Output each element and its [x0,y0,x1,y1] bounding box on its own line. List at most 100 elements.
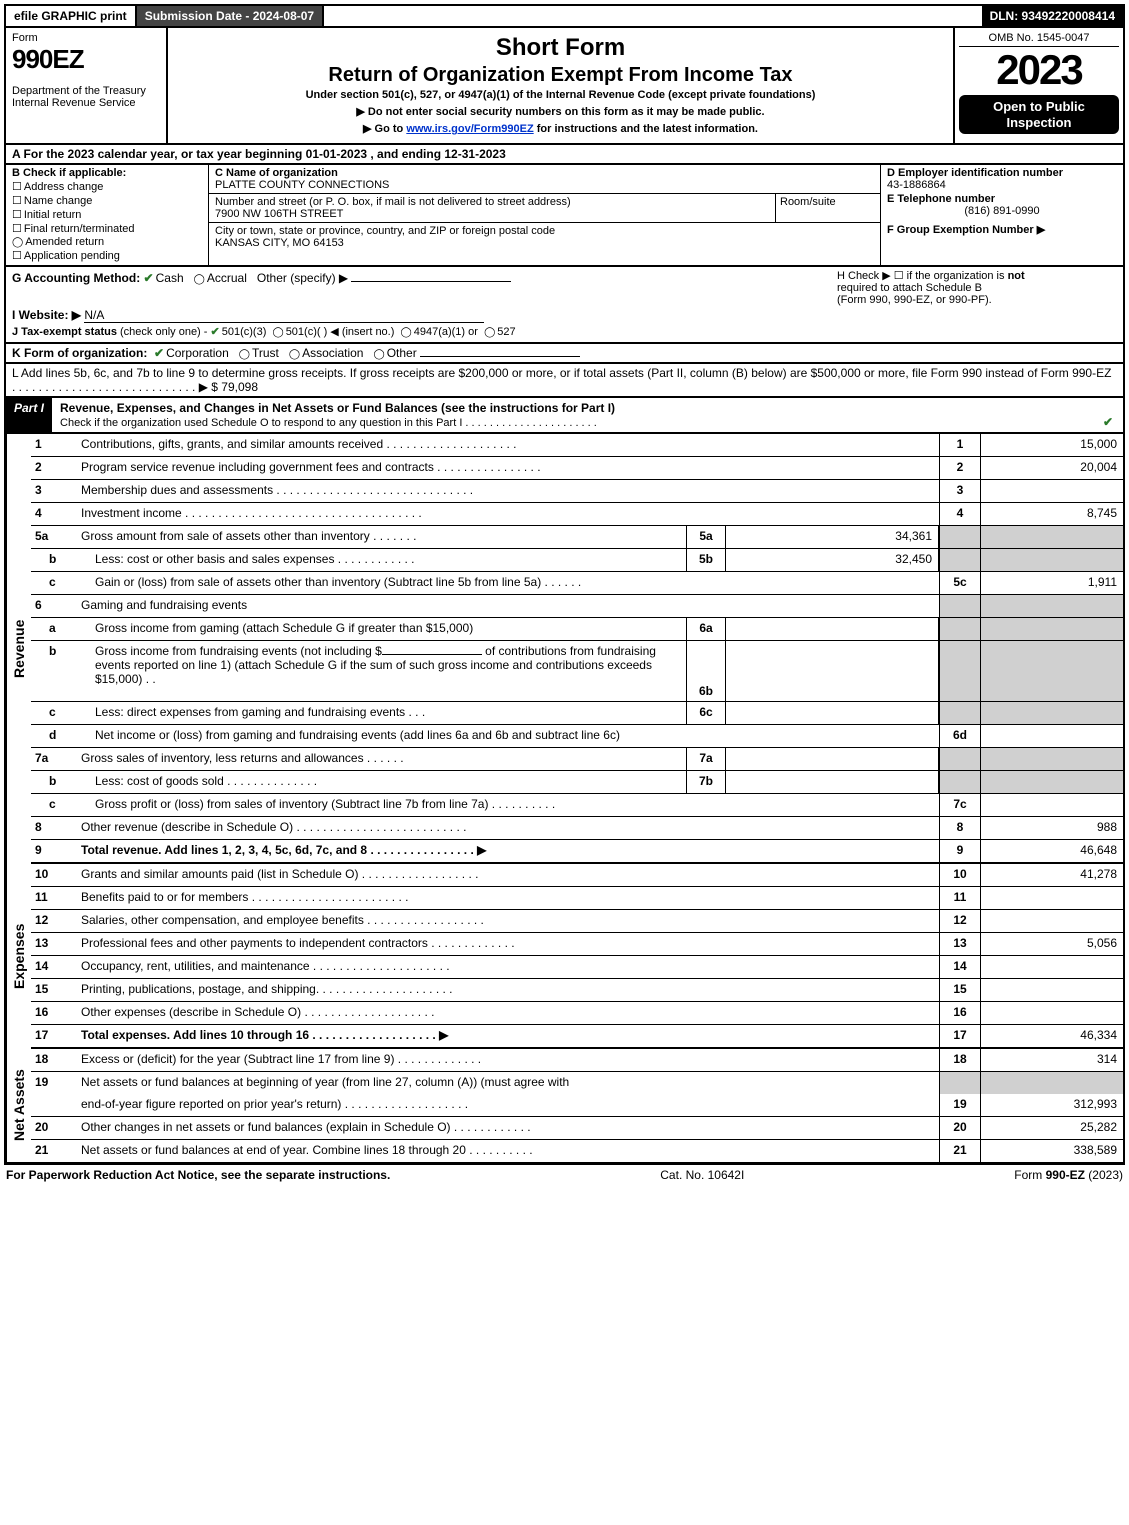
line-k: K Form of organization: Corporation Trus… [4,344,1125,364]
form-header: Form 990EZ Department of the Treasury In… [4,28,1125,145]
city-label: City or town, state or province, country… [215,225,555,237]
chk-address[interactable]: Address change [12,180,202,193]
line-5a: 5aGross amount from sale of assets other… [31,526,1123,549]
checkbox-icon [12,250,24,262]
line-11: 11Benefits paid to or for members . . . … [31,887,1123,910]
footer-right: Form 990-EZ (2023) [1014,1168,1123,1182]
org-name: PLATTE COUNTY CONNECTIONS [215,179,389,191]
line-7c: cGross profit or (loss) from sales of in… [31,794,1123,817]
line-l: L Add lines 5b, 6c, and 7b to line 9 to … [4,364,1125,398]
line-2: 2Program service revenue including gover… [31,457,1123,480]
line-21: 21Net assets or fund balances at end of … [31,1140,1123,1162]
chk-name[interactable]: Name change [12,194,202,207]
line-6c: cLess: direct expenses from gaming and f… [31,702,1123,725]
city-cell: City or town, state or province, country… [209,223,880,251]
street-label: Number and street (or P. O. box, if mail… [215,196,571,208]
top-bar: efile GRAPHIC print Submission Date - 20… [4,4,1125,28]
line-9: 9Total revenue. Add lines 1, 2, 3, 4, 5c… [31,840,1123,864]
open-to-public: Open to Public Inspection [959,95,1119,134]
line-g: G Accounting Method: Cash Accrual Other … [12,271,837,304]
part-1-label: Part I [6,398,52,432]
radio-icon [484,326,497,338]
dln-label: DLN: 93492220008414 [982,6,1123,26]
check-icon [144,271,156,285]
line-7a: 7aGross sales of inventory, less returns… [31,748,1123,771]
bcd-block: B Check if applicable: Address change Na… [4,165,1125,267]
line-13: 13Professional fees and other payments t… [31,933,1123,956]
line-20: 20Other changes in net assets or fund ba… [31,1117,1123,1140]
main-title: Return of Organization Exempt From Incom… [178,64,943,87]
line-j: J Tax-exempt status (check only one) - 5… [12,325,1117,338]
radio-icon [194,271,207,285]
other-org-input[interactable] [420,356,580,357]
line-12: 12Salaries, other compensation, and empl… [31,910,1123,933]
line-5b: bLess: cost or other basis and sales exp… [31,549,1123,572]
radio-icon [272,326,285,338]
org-name-cell: C Name of organization PLATTE COUNTY CON… [209,165,880,194]
line-i: I Website: ▶ N/A [12,308,1117,323]
chk-initial[interactable]: Initial return [12,208,202,221]
form-word: Form [12,32,160,44]
line-8: 8Other revenue (describe in Schedule O) … [31,817,1123,840]
line-14: 14Occupancy, rent, utilities, and mainte… [31,956,1123,979]
radio-icon [289,346,302,360]
line-16: 16Other expenses (describe in Schedule O… [31,1002,1123,1025]
street: 7900 NW 106TH STREET [215,208,343,220]
other-specify-input[interactable] [351,281,511,282]
radio-icon [12,236,25,248]
header-left: Form 990EZ Department of the Treasury In… [6,28,168,143]
checkbox-icon [12,181,24,193]
ein-label: D Employer identification number [887,167,1117,179]
line-18: 18Excess or (deficit) for the year (Subt… [31,1049,1123,1072]
chk-final[interactable]: Final return/terminated [12,222,202,235]
efile-label[interactable]: efile GRAPHIC print [6,6,137,26]
expenses-label: Expenses [6,864,31,1049]
netassets-label: Net Assets [6,1049,31,1162]
omb-number: OMB No. 1545-0047 [959,30,1119,47]
street-cell: Number and street (or P. O. box, if mail… [209,194,880,223]
footer-left: For Paperwork Reduction Act Notice, see … [6,1168,390,1182]
form-number: 990EZ [12,44,160,75]
header-center: Short Form Return of Organization Exempt… [168,28,955,143]
page-footer: For Paperwork Reduction Act Notice, see … [4,1164,1125,1182]
checkbox-icon [12,195,24,207]
dept-1: Department of the Treasury [12,85,160,97]
name-label: C Name of organization [215,167,338,179]
col-b-head: B Check if applicable: [12,167,202,179]
part-1-title: Revenue, Expenses, and Changes in Net As… [52,398,1123,432]
status-block: G Accounting Method: Cash Accrual Other … [4,267,1125,344]
tax-year: 2023 [959,47,1119,93]
bullet-2: ▶ Go to www.irs.gov/Form990EZ for instru… [178,122,943,135]
website: N/A [84,308,104,322]
line-15: 15Printing, publications, postage, and s… [31,979,1123,1002]
footer-mid: Cat. No. 10642I [660,1168,744,1182]
check-icon [211,326,222,338]
part-1-header: Part I Revenue, Expenses, and Changes in… [4,398,1125,434]
short-form-title: Short Form [178,34,943,62]
revenue-label: Revenue [6,434,31,864]
line-7b: bLess: cost of goods sold . . . . . . . … [31,771,1123,794]
irs-link[interactable]: www.irs.gov/Form990EZ [406,123,533,135]
header-right: OMB No. 1545-0047 2023 Open to Public In… [955,28,1123,143]
subtitle: Under section 501(c), 527, or 4947(a)(1)… [178,89,943,101]
telephone: (816) 891-0990 [887,205,1117,217]
line-1: 1Contributions, gifts, grants, and simil… [31,434,1123,457]
expenses-section: Expenses 10Grants and similar amounts pa… [4,864,1125,1049]
checkbox-icon [12,209,24,221]
line-h: H Check ▶ ☐ if the organization is not r… [837,269,1117,306]
chk-pending[interactable]: Application pending [12,249,202,262]
gross-receipts: 79,098 [221,380,258,394]
check-icon [1103,415,1115,429]
line-19a: 19Net assets or fund balances at beginni… [31,1072,1123,1094]
netassets-section: Net Assets 18Excess or (deficit) for the… [4,1049,1125,1164]
line-3: 3Membership dues and assessments . . . .… [31,480,1123,503]
line-4: 4Investment income . . . . . . . . . . .… [31,503,1123,526]
city: KANSAS CITY, MO 64153 [215,237,344,249]
chk-amended[interactable]: Amended return [12,236,202,248]
line-6d: dNet income or (loss) from gaming and fu… [31,725,1123,748]
line-6a: aGross income from gaming (attach Schedu… [31,618,1123,641]
radio-icon [239,346,252,360]
line-10: 10Grants and similar amounts paid (list … [31,864,1123,887]
checkbox-icon [12,223,24,235]
ein: 43-1886864 [887,179,1117,191]
